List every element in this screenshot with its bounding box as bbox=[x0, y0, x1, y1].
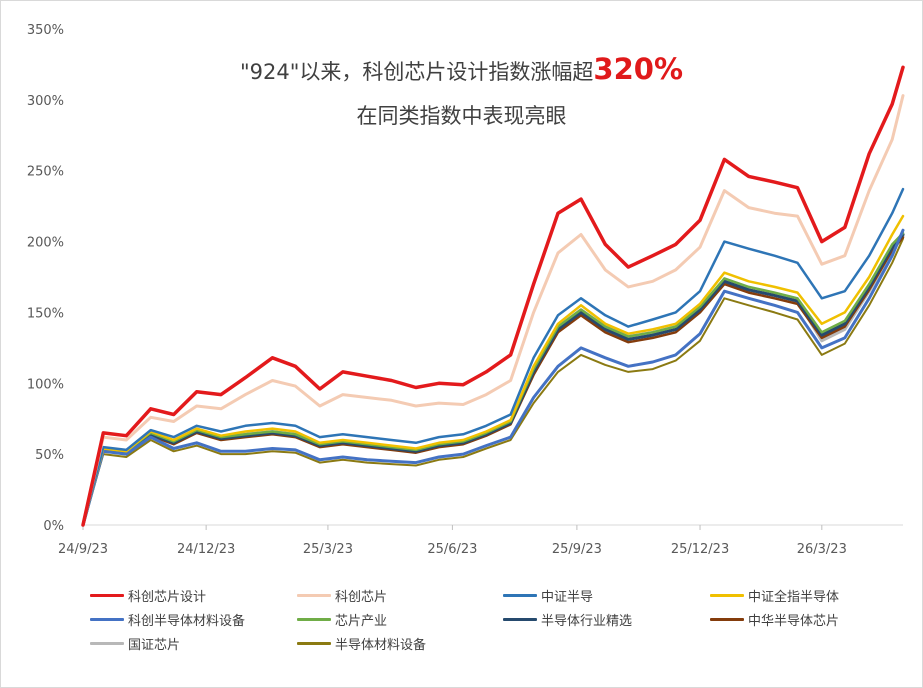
legend-swatch bbox=[297, 594, 331, 597]
legend-label: 中华半导体芯片 bbox=[748, 614, 840, 629]
series-line-8 bbox=[81, 236, 905, 527]
y-tick-label: 250% bbox=[27, 165, 64, 180]
y-tick-label: 100% bbox=[27, 377, 64, 392]
series-line-1 bbox=[81, 65, 905, 527]
legend-label: 半导体材料设备 bbox=[335, 638, 427, 653]
legend-label: 中证全指半导体 bbox=[748, 590, 840, 605]
series-line-4 bbox=[81, 214, 905, 527]
legend-label: 科创芯片设计 bbox=[128, 590, 207, 605]
series-line-7 bbox=[81, 233, 905, 527]
legend-swatch bbox=[90, 642, 124, 645]
legend-item: 中证半导 bbox=[503, 586, 593, 605]
legend-swatch bbox=[297, 642, 331, 645]
legend-item: 中华半导体芯片 bbox=[710, 610, 839, 629]
x-tick-label: 26/3/23 bbox=[797, 542, 847, 557]
y-tick-label: 150% bbox=[27, 306, 64, 321]
series-line-3 bbox=[81, 187, 905, 527]
y-tick-label: 350% bbox=[27, 23, 64, 38]
legend-swatch bbox=[503, 618, 537, 621]
y-tick-label: 300% bbox=[27, 94, 64, 109]
chart-title-line1: "924"以来，科创芯片设计指数涨幅超320% bbox=[0, 52, 923, 86]
x-tick-label: 25/9/23 bbox=[552, 542, 602, 557]
title-highlight: 320% bbox=[593, 52, 683, 86]
legend-item: 半导体行业精选 bbox=[503, 610, 632, 629]
legend-item: 芯片产业 bbox=[297, 610, 387, 629]
legend-label: 半导体行业精选 bbox=[541, 614, 633, 629]
legend-label: 科创芯片 bbox=[335, 590, 388, 605]
legend-label: 芯片产业 bbox=[335, 614, 388, 629]
series-line-6 bbox=[81, 231, 905, 527]
x-tick-label: 24/12/23 bbox=[177, 542, 235, 557]
legend-label: 中证半导 bbox=[541, 590, 594, 605]
legend-item: 科创芯片设计 bbox=[90, 586, 206, 605]
legend-swatch bbox=[297, 618, 331, 621]
title-prefix: "924"以来，科创芯片设计指数涨幅超 bbox=[240, 60, 594, 84]
y-tick-label: 50% bbox=[35, 448, 64, 463]
legend-item: 中证全指半导体 bbox=[710, 586, 839, 605]
x-tick-label: 24/9/23 bbox=[58, 542, 108, 557]
chart-title-line2: 在同类指数中表现亮眼 bbox=[356, 104, 567, 128]
series-line-10 bbox=[82, 237, 904, 526]
legend-item: 科创芯片 bbox=[297, 586, 387, 605]
legend-swatch bbox=[710, 618, 744, 621]
legend-swatch bbox=[90, 594, 124, 597]
y-tick-label: 0% bbox=[43, 519, 64, 534]
legend-label: 科创半导体材料设备 bbox=[128, 614, 246, 629]
legend-item: 科创半导体材料设备 bbox=[90, 610, 245, 629]
legend-swatch bbox=[503, 594, 537, 597]
series-line-5 bbox=[81, 228, 905, 527]
legend-item: 半导体材料设备 bbox=[297, 634, 426, 653]
series-line-2 bbox=[81, 94, 905, 527]
y-tick-label: 200% bbox=[27, 236, 64, 251]
x-tick-label: 25/6/23 bbox=[427, 542, 477, 557]
series-line-9 bbox=[81, 234, 905, 527]
legend-swatch bbox=[710, 594, 744, 597]
legend-swatch bbox=[90, 618, 124, 621]
x-tick-label: 25/3/23 bbox=[303, 542, 353, 557]
legend-label: 国证芯片 bbox=[128, 638, 181, 653]
legend-item: 国证芯片 bbox=[90, 634, 180, 653]
x-tick-label: 25/12/23 bbox=[671, 542, 729, 557]
